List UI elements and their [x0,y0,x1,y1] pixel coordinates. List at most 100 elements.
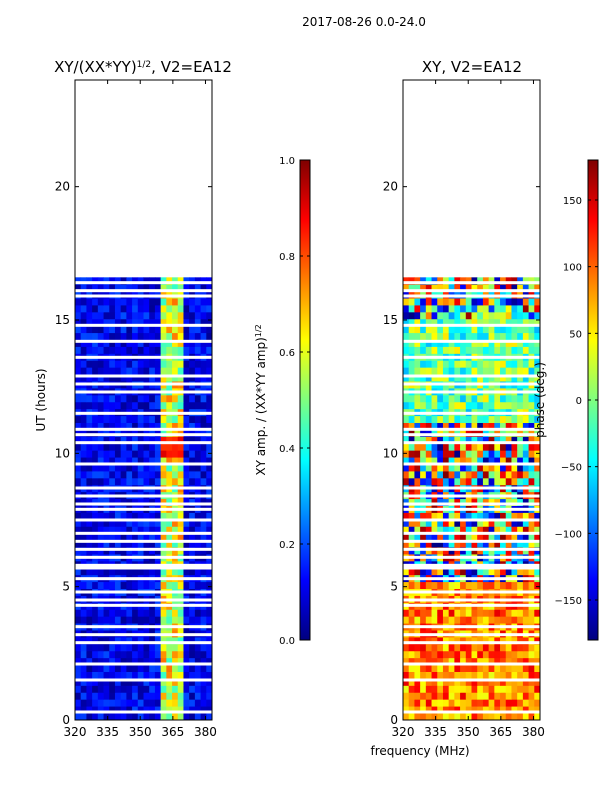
phase-heatmap-cell [517,346,524,354]
phase-heatmap-cell [414,339,421,347]
phase-heatmap-cell [511,713,518,721]
phase-heatmap-cell [488,415,495,423]
phase-heatmap-cell [505,374,512,382]
phase-heatmap-cell [505,519,512,527]
amplitude-heatmap-cell [183,637,190,645]
phase-heatmap-cell [511,394,518,403]
amplitude-heatmap-cell [132,650,139,659]
amplitude-heatmap-cell [166,713,173,721]
amplitude-heatmap-cell [126,477,133,486]
phase-heatmap-cell [522,429,529,437]
amplitude-heatmap-cell [206,471,213,479]
phase-heatmap-cell [454,519,461,527]
amplitude-heatmap-cell [149,277,156,285]
phase-data-gap [403,441,540,445]
phase-heatmap-cell [471,567,478,576]
phase-heatmap-cell [408,360,415,368]
amplitude-heatmap-cell [149,519,156,527]
phase-heatmap-cell [534,477,541,486]
phase-heatmap-cell [534,401,541,410]
amplitude-heatmap-cell [120,609,127,617]
phase-heatmap-cell [431,360,438,368]
amplitude-heatmap-cell [97,477,104,486]
amplitude-colorbar-ticks: 0.00.20.40.60.81.0 [279,156,310,647]
phase-heatmap-cell [528,498,535,506]
amplitude-heatmap-cell [92,567,99,576]
amplitude-heatmap-cell [132,567,139,576]
phase-heatmap-cell [465,685,472,693]
amplitude-heatmap-cell [200,512,207,520]
phase-heatmap-cell [454,581,461,589]
amplitude-heatmap-cell [172,637,179,645]
amplitude-heatmap-cell [200,401,207,410]
amplitude-heatmap-cell [137,457,144,465]
amplitude-heatmap-cell [97,567,104,576]
phase-heatmap-cell [477,298,484,306]
phase-heatmap-cell [471,526,478,534]
amplitude-heatmap-cell [206,678,213,686]
amplitude-heatmap-cell [200,429,207,437]
phase-heatmap-cell [437,311,444,320]
amplitude-heatmap-cell [120,616,127,624]
phase-heatmap-cell [465,277,472,285]
phase-heatmap-cell [454,298,461,306]
amplitude-heatmap-cell [183,616,190,624]
amplitude-heatmap-cell [114,526,122,534]
amplitude-heatmap-cell [114,401,122,410]
amplitude-heatmap-cell [206,401,213,410]
amplitude-heatmap-cell [166,277,173,285]
phase-heatmap-cell [420,464,427,472]
phase-heatmap-cell [477,498,484,506]
amplitude-heatmap-cell [75,457,82,465]
phase-heatmap-cell [431,311,438,320]
phase-heatmap-cell [522,415,529,423]
amplitude-heatmap-cell [172,616,179,624]
phase-heatmap-cell [431,401,438,410]
amplitude-heatmap-cell [103,422,110,430]
amplitude-heatmap-cell [194,311,201,320]
amplitude-heatmap-cell [189,457,196,465]
amplitude-heatmap-cell [149,401,156,410]
amplitude-heatmap-cell [172,498,179,506]
amplitude-heatmap-cell [126,311,133,320]
amplitude-heatmap-cell [132,339,139,347]
amplitude-heatmap-cell [120,533,127,541]
amplitude-heatmap-cell [109,471,116,479]
phase-heatmap-cell [437,422,444,430]
amplitude-heatmap-cell [149,650,156,659]
amplitude-heatmap-cell [194,346,201,354]
phase-heatmap-cell [448,498,455,506]
amplitude-heatmap-cell [189,318,196,327]
amplitude-heatmap-cell [92,637,99,645]
amplitude-heatmap-cell [103,637,110,645]
phase-heatmap-cell [420,305,427,313]
phase-heatmap-cell [414,394,421,403]
phase-heatmap-cell [528,692,535,700]
amplitude-heatmap-cell [172,436,179,444]
amplitude-heatmap-cell [92,657,99,666]
amplitude-heatmap-cell [154,401,162,410]
amplitude-heatmap-cell [189,422,196,430]
amplitude-heatmap-cell [200,637,207,645]
phase-heatmap-cell [534,471,541,479]
amplitude-heatmap-cell [92,457,99,465]
phase-heatmap-cell [437,567,444,576]
phase-heatmap-cell [522,443,529,451]
amplitude-heatmap-cell [194,305,201,313]
amplitude-heatmap-cell [86,637,93,645]
phase-heatmap-cell [420,311,427,320]
amplitude-heatmap-cell [120,443,127,451]
phase-heatmap-cell [403,443,410,451]
phase-heatmap-cell [442,346,450,354]
phase-heatmap-cell [425,450,432,458]
amplitude-heatmap-cell [143,664,150,672]
phase-heatmap-cell [465,401,472,410]
phase-heatmap-cell [500,477,507,486]
amplitude-heatmap-cell [189,443,196,451]
phase-heatmap-cell [471,367,478,375]
phase-heatmap-cell [471,616,478,624]
amplitude-heatmap-cell [132,464,139,472]
amplitude-heatmap-cell [80,678,87,686]
amplitude-heatmap-cell [132,415,139,423]
amplitude-heatmap-cell [160,339,167,347]
